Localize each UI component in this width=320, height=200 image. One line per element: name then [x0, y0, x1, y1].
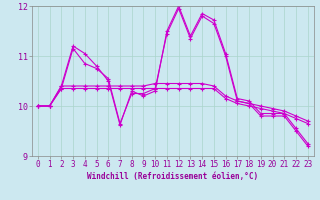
X-axis label: Windchill (Refroidissement éolien,°C): Windchill (Refroidissement éolien,°C)	[87, 172, 258, 181]
